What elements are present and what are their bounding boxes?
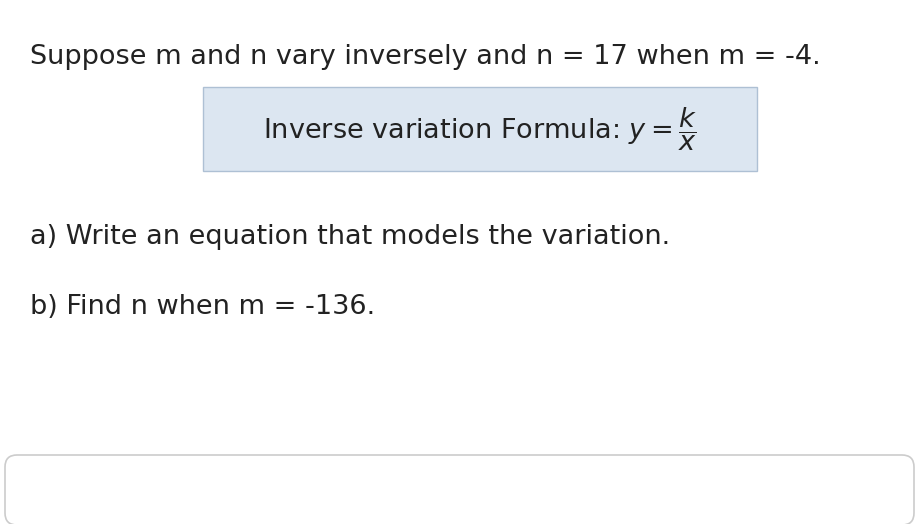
Text: b) Find n when m = -136.: b) Find n when m = -136. <box>30 294 375 320</box>
FancyBboxPatch shape <box>203 87 757 171</box>
FancyBboxPatch shape <box>5 455 914 524</box>
Text: Inverse variation Formula: $y = \dfrac{k}{x}$: Inverse variation Formula: $y = \dfrac{k… <box>263 105 697 152</box>
Text: Suppose m and n vary inversely and n = 17 when m = -4.: Suppose m and n vary inversely and n = 1… <box>30 44 821 70</box>
Text: a) Write an equation that models the variation.: a) Write an equation that models the var… <box>30 224 670 250</box>
